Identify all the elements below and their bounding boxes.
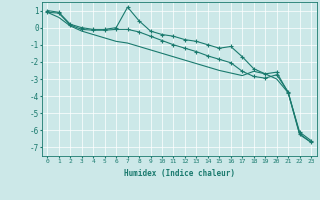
X-axis label: Humidex (Indice chaleur): Humidex (Indice chaleur) (124, 169, 235, 178)
